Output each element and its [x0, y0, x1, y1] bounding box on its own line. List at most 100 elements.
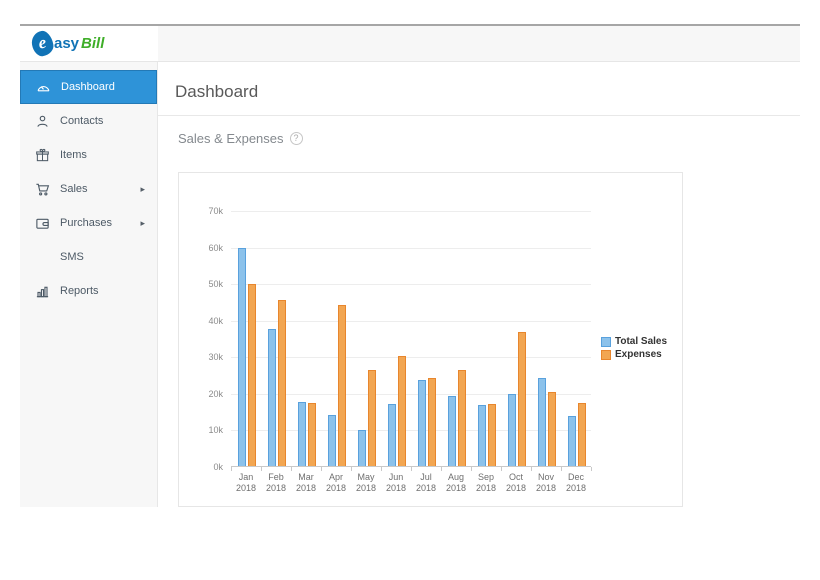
x-tick-mark [321, 467, 322, 471]
bar-expenses-feb[interactable] [278, 300, 286, 466]
main-content: Dashboard Sales & Expenses ? Jan 2018 Feb 2… [158, 62, 800, 507]
person-icon [34, 113, 50, 129]
x-tick-mark [291, 467, 292, 471]
x-tick-label: Sep 2018 [475, 472, 497, 493]
bar-total-sales-aug[interactable] [448, 396, 456, 466]
y-tick-label: 30k [208, 352, 223, 363]
sidebar-item-label: Sales [60, 183, 88, 195]
x-tick-mark [411, 467, 412, 471]
section-title: Sales & Expenses ? [178, 131, 800, 146]
legend-swatch [601, 349, 611, 360]
bar-total-sales-feb[interactable] [268, 329, 276, 466]
logo-e-icon: e [29, 29, 56, 58]
gift-icon [34, 147, 50, 163]
bar-expenses-jul[interactable] [428, 378, 436, 466]
bar-total-sales-sep[interactable] [478, 405, 486, 466]
legend-label: Expenses [615, 349, 662, 360]
sidebar-item-purchases[interactable]: Purchases ▸ [20, 206, 157, 240]
x-tick-mark [351, 467, 352, 471]
sidebar-item-label: Purchases [60, 217, 112, 229]
bar-total-sales-dec[interactable] [568, 416, 576, 466]
x-tick-mark [471, 467, 472, 471]
y-tick-label: 0k [213, 462, 223, 472]
bar-total-sales-oct[interactable] [508, 394, 516, 466]
legend-label: Total Sales [615, 336, 668, 347]
page-title: Dashboard [175, 82, 259, 101]
gridline [231, 357, 591, 359]
sidebar-item-dashboard[interactable]: Dashboard [20, 70, 157, 104]
x-axis-line [231, 466, 591, 467]
sales-expenses-chart-card: Jan 2018 Feb 2018 Mar 2018 Apr 2018 May 2018 Jun 20… [178, 172, 683, 507]
legend-item-expenses[interactable]: Expenses [601, 349, 667, 360]
bar-total-sales-nov[interactable] [538, 378, 546, 466]
x-tick-label: Jan 2018 [235, 472, 257, 493]
logo-text-bill: Bill [81, 35, 105, 52]
top-bar-spacer [158, 26, 800, 61]
bar-total-sales-jan[interactable] [238, 248, 246, 466]
sidebar-item-items[interactable]: Items [20, 138, 157, 172]
x-tick-label: Aug 2018 [445, 472, 467, 493]
x-tick-label: Oct 2018 [505, 472, 527, 493]
y-tick-label: 20k [208, 388, 223, 399]
sidebar-item-label: Reports [60, 285, 99, 297]
x-tick-label: Jul 2018 [415, 472, 437, 493]
bar-total-sales-apr[interactable] [328, 415, 336, 466]
chart-plot-area: Jan 2018 Feb 2018 Mar 2018 Apr 2018 May 2018 Jun 20… [231, 211, 592, 493]
app-logo[interactable]: e asy Bill [29, 29, 105, 58]
bar-expenses-sep[interactable] [488, 404, 496, 466]
x-tick-label: Dec 2018 [565, 472, 587, 493]
bar-expenses-jun[interactable] [398, 356, 406, 466]
bar-total-sales-may[interactable] [358, 430, 366, 466]
app-window: e asy Bill Dashboard [20, 24, 800, 507]
bar-total-sales-mar[interactable] [298, 402, 306, 466]
bar-total-sales-jul[interactable] [418, 380, 426, 466]
x-tick-mark [261, 467, 262, 471]
sidebar: Dashboard Contacts [20, 62, 158, 507]
sidebar-item-label: Dashboard [61, 81, 115, 93]
gridline [231, 393, 591, 395]
x-tick-label: May 2018 [355, 472, 377, 493]
sidebar-item-label: Contacts [60, 115, 104, 127]
chevron-right-icon: ▸ [140, 183, 145, 194]
gridline [231, 320, 591, 322]
x-tick-mark [441, 467, 442, 471]
x-tick-label: Feb 2018 [265, 472, 287, 493]
cart-icon [34, 181, 50, 197]
x-tick-label: Mar 2018 [295, 472, 317, 493]
x-tick-mark [591, 467, 592, 471]
legend-item-total-sales[interactable]: Total Sales [601, 336, 667, 347]
sidebar-item-sales[interactable]: Sales ▸ [20, 172, 157, 206]
bar-expenses-dec[interactable] [578, 403, 586, 466]
y-tick-label: 50k [208, 279, 223, 290]
y-tick-label: 10k [208, 425, 223, 436]
y-tick-label: 70k [208, 206, 223, 216]
title-divider [158, 115, 800, 116]
sidebar-item-sms[interactable]: SMS [20, 240, 157, 274]
bar-expenses-aug[interactable] [458, 370, 466, 466]
gridline [231, 211, 591, 212]
bar-expenses-mar[interactable] [308, 403, 316, 466]
gridline [231, 284, 591, 286]
x-tick-mark [501, 467, 502, 471]
help-icon[interactable]: ? [289, 132, 303, 145]
legend-swatch [601, 336, 611, 347]
sidebar-item-contacts[interactable]: Contacts [20, 104, 157, 138]
logo-text-easy: asy [54, 35, 80, 52]
bar-expenses-may[interactable] [368, 370, 376, 466]
bar-expenses-nov[interactable] [548, 392, 556, 466]
bar-expenses-apr[interactable] [338, 305, 346, 466]
section-title-text: Sales & Expenses [178, 131, 284, 146]
gridline [231, 247, 591, 249]
sidebar-item-reports[interactable]: Reports [20, 274, 157, 308]
bar-expenses-oct[interactable] [518, 332, 526, 466]
sidebar-item-label: Items [60, 149, 87, 161]
sidebar-item-label: SMS [60, 251, 84, 263]
x-tick-label: Nov 2018 [535, 472, 557, 493]
wallet-icon [34, 215, 50, 231]
bar-total-sales-jun[interactable] [388, 404, 396, 466]
bar-expenses-jan[interactable] [248, 284, 256, 466]
y-tick-label: 60k [208, 242, 223, 253]
bar-chart-icon [34, 283, 50, 299]
gridline [231, 430, 591, 432]
gauge-icon [35, 79, 51, 95]
